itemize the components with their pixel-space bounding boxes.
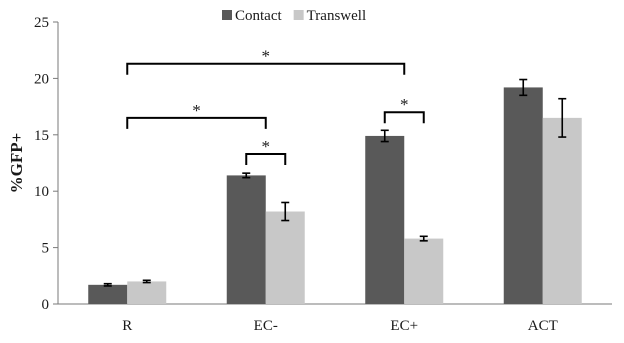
y-ticks: 0 5 10 15 20 25 [34, 15, 58, 313]
error-bars [103, 78, 567, 287]
x-tick-label: ACT [528, 318, 558, 334]
significance-bracket [245, 152, 287, 165]
legend-label-contact: Contact [235, 8, 282, 24]
legend-label-transwell: Transwell [307, 8, 366, 24]
y-tick-label: 15 [34, 128, 49, 144]
bar-contact-ec [365, 135, 405, 304]
bar-transwell-ec [265, 211, 305, 304]
legend-swatch-transwell [293, 10, 304, 20]
bars [88, 87, 582, 304]
bar-transwell-ec [404, 238, 444, 304]
y-tick-label: 10 [34, 184, 49, 200]
significance-bracket [126, 62, 406, 75]
x-tick-label: R [122, 318, 132, 334]
category-labels: R EC- EC+ ACT [122, 318, 558, 334]
significance-marker: * [262, 47, 271, 66]
bar-contact-act [503, 87, 543, 304]
significance-marker: * [262, 137, 271, 156]
significance-marker: * [400, 95, 409, 114]
y-tick-label: 0 [42, 297, 50, 313]
y-tick-label: 25 [34, 15, 49, 31]
bar-contact-r [88, 284, 128, 304]
bar-transwell-act [542, 117, 582, 304]
y-axis-label: %GFP+ [7, 133, 26, 194]
significance-marker: * [192, 101, 201, 120]
bar-transwell-r [127, 281, 167, 304]
significance-bracket [383, 111, 425, 124]
legend-swatch-contact [222, 10, 232, 20]
significance-bracket [126, 116, 267, 129]
x-tick-label: EC+ [390, 318, 418, 334]
x-tick-label: EC- [254, 318, 278, 334]
significance-brackets: * * * * [126, 47, 425, 165]
bar-contact-ec [226, 175, 266, 304]
y-tick-label: 5 [42, 241, 50, 257]
y-tick-label: 20 [34, 71, 49, 87]
legend: Contact Transwell [222, 8, 366, 24]
